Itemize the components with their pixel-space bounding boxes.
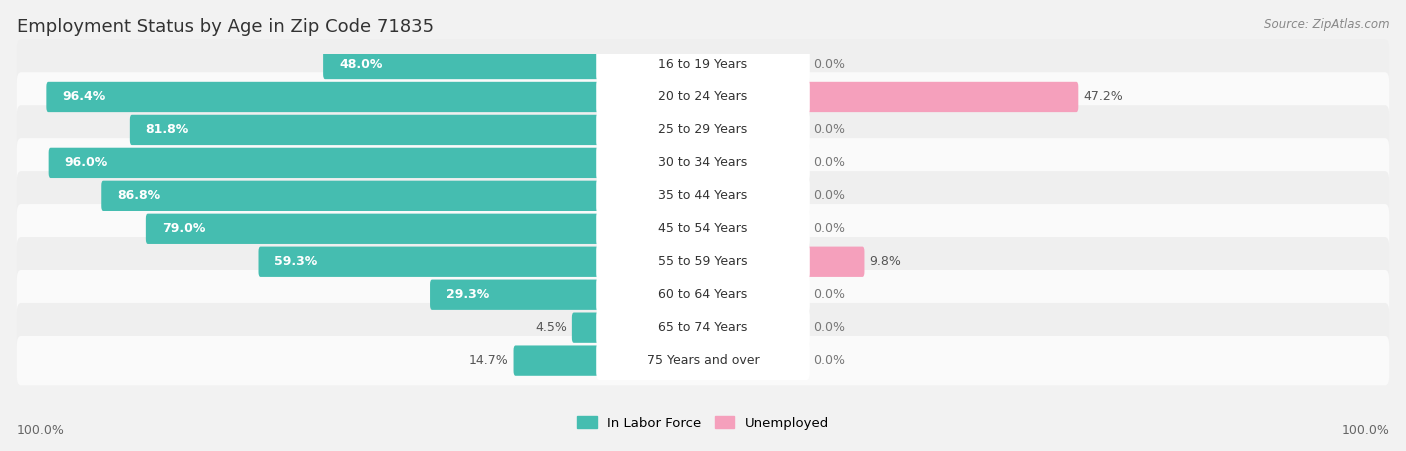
FancyBboxPatch shape	[17, 303, 1389, 352]
FancyBboxPatch shape	[17, 204, 1389, 253]
FancyBboxPatch shape	[17, 336, 1389, 385]
FancyBboxPatch shape	[804, 82, 1078, 112]
FancyBboxPatch shape	[572, 313, 602, 343]
Text: 59.3%: 59.3%	[274, 255, 318, 268]
FancyBboxPatch shape	[596, 308, 810, 347]
FancyBboxPatch shape	[49, 148, 602, 178]
FancyBboxPatch shape	[17, 138, 1389, 188]
FancyBboxPatch shape	[596, 110, 810, 149]
Text: 65 to 74 Years: 65 to 74 Years	[658, 321, 748, 334]
Legend: In Labor Force, Unemployed: In Labor Force, Unemployed	[571, 411, 835, 435]
Text: 20 to 24 Years: 20 to 24 Years	[658, 91, 748, 103]
FancyBboxPatch shape	[101, 181, 602, 211]
FancyBboxPatch shape	[17, 237, 1389, 286]
Text: 60 to 64 Years: 60 to 64 Years	[658, 288, 748, 301]
Text: 4.5%: 4.5%	[536, 321, 567, 334]
FancyBboxPatch shape	[17, 72, 1389, 122]
FancyBboxPatch shape	[596, 143, 810, 182]
Text: 25 to 29 Years: 25 to 29 Years	[658, 124, 748, 136]
FancyBboxPatch shape	[596, 275, 810, 314]
FancyBboxPatch shape	[17, 105, 1389, 155]
Text: 16 to 19 Years: 16 to 19 Years	[658, 58, 748, 70]
FancyBboxPatch shape	[596, 78, 810, 116]
FancyBboxPatch shape	[17, 171, 1389, 221]
FancyBboxPatch shape	[129, 115, 602, 145]
Text: 0.0%: 0.0%	[813, 288, 845, 301]
Text: 55 to 59 Years: 55 to 59 Years	[658, 255, 748, 268]
FancyBboxPatch shape	[804, 247, 865, 277]
FancyBboxPatch shape	[259, 247, 602, 277]
Text: Employment Status by Age in Zip Code 71835: Employment Status by Age in Zip Code 718…	[17, 18, 434, 36]
FancyBboxPatch shape	[596, 341, 810, 380]
FancyBboxPatch shape	[146, 214, 602, 244]
Text: 0.0%: 0.0%	[813, 58, 845, 70]
Text: 0.0%: 0.0%	[813, 156, 845, 170]
FancyBboxPatch shape	[596, 242, 810, 281]
FancyBboxPatch shape	[46, 82, 602, 112]
FancyBboxPatch shape	[323, 49, 602, 79]
Text: 9.8%: 9.8%	[869, 255, 901, 268]
Text: 0.0%: 0.0%	[813, 189, 845, 202]
Text: 0.0%: 0.0%	[813, 124, 845, 136]
Text: 14.7%: 14.7%	[470, 354, 509, 367]
FancyBboxPatch shape	[596, 209, 810, 248]
Text: 45 to 54 Years: 45 to 54 Years	[658, 222, 748, 235]
FancyBboxPatch shape	[596, 45, 810, 83]
Text: 81.8%: 81.8%	[146, 124, 188, 136]
FancyBboxPatch shape	[596, 176, 810, 215]
Text: 0.0%: 0.0%	[813, 222, 845, 235]
Text: 48.0%: 48.0%	[339, 58, 382, 70]
FancyBboxPatch shape	[17, 39, 1389, 89]
Text: 75 Years and over: 75 Years and over	[647, 354, 759, 367]
FancyBboxPatch shape	[513, 345, 602, 376]
FancyBboxPatch shape	[430, 280, 602, 310]
Text: 47.2%: 47.2%	[1083, 91, 1123, 103]
Text: 35 to 44 Years: 35 to 44 Years	[658, 189, 748, 202]
Text: 30 to 34 Years: 30 to 34 Years	[658, 156, 748, 170]
Text: 29.3%: 29.3%	[446, 288, 489, 301]
Text: 0.0%: 0.0%	[813, 354, 845, 367]
Text: 96.0%: 96.0%	[65, 156, 108, 170]
Text: 86.8%: 86.8%	[117, 189, 160, 202]
Text: 100.0%: 100.0%	[17, 424, 65, 437]
Text: Source: ZipAtlas.com: Source: ZipAtlas.com	[1264, 18, 1389, 31]
FancyBboxPatch shape	[17, 270, 1389, 319]
Text: 96.4%: 96.4%	[62, 91, 105, 103]
Text: 100.0%: 100.0%	[1341, 424, 1389, 437]
Text: 79.0%: 79.0%	[162, 222, 205, 235]
Text: 0.0%: 0.0%	[813, 321, 845, 334]
